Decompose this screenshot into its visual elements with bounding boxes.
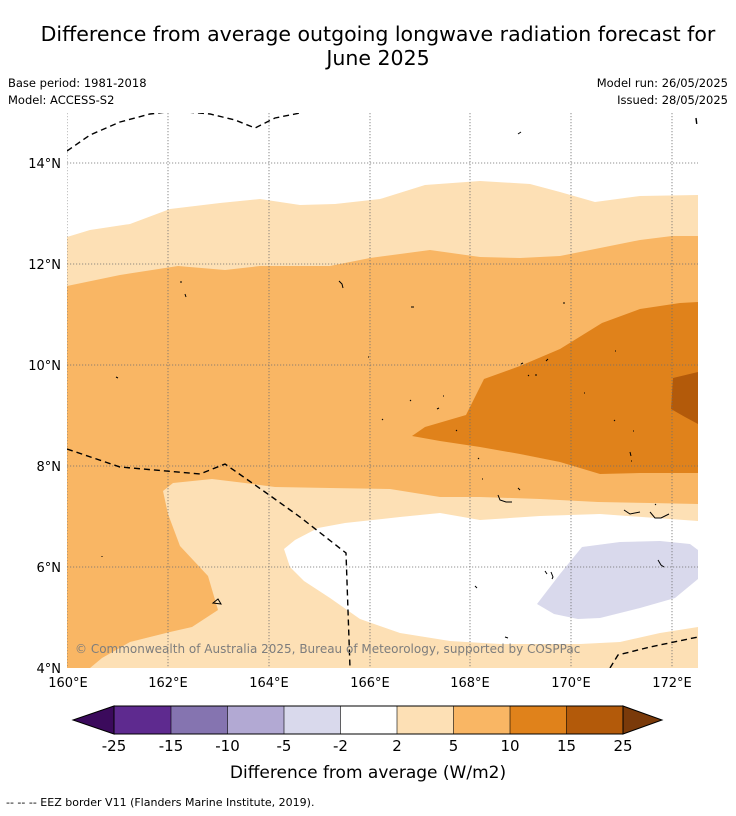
colorbar-tick-label: 5 — [449, 737, 459, 755]
anomaly-fill-15-25 — [671, 372, 698, 424]
colorbar-tick-label: 10 — [500, 737, 519, 755]
colorbar-swatch — [397, 706, 454, 734]
copyright-notice: © Commonwealth of Australia 2025, Bureau… — [75, 642, 580, 656]
eez-legend-note: -- -- -- EEZ border V11 (Flanders Marine… — [6, 796, 315, 809]
colorbar-swatch — [284, 706, 341, 734]
colorbar-dividers — [170, 706, 567, 734]
meta-left: Base period: 1981-2018 Model: ACCESS-S2 — [8, 75, 147, 109]
lon-tick-172: 172°E — [652, 676, 692, 691]
colorbar-under-extension — [71, 705, 115, 735]
colorbar-tick-label: -5 — [277, 737, 292, 755]
colorbar-tick-label: 2 — [392, 737, 402, 755]
lon-tick-labels: 160°E 162°E 164°E 166°E 168°E 170°E 172°… — [48, 676, 692, 691]
colorbar-swatch — [171, 706, 228, 734]
lat-tick-labels: 14°N 12°N 10°N 8°N 6°N 4°N — [28, 157, 61, 677]
eez-border-west — [67, 448, 351, 668]
islands — [101, 131, 670, 639]
colorbar-tick-label: -25 — [102, 737, 127, 755]
model-name: Model: ACCESS-S2 — [8, 93, 115, 107]
island — [520, 350, 634, 462]
anomaly-fill-10-15 — [412, 302, 698, 474]
colorbar-tick-label: -10 — [215, 737, 240, 755]
model-run: Model run: 26/05/2025 — [596, 76, 728, 90]
lon-tick-160: 160°E — [48, 676, 88, 691]
page-title: Difference from average outgoing longwav… — [40, 22, 716, 70]
issued-date: Issued: 28/05/2025 — [617, 93, 728, 107]
island — [517, 131, 522, 135]
lat-tick-6: 6°N — [37, 561, 62, 576]
lon-tick-168: 168°E — [450, 676, 490, 691]
lon-tick-170: 170°E — [551, 676, 591, 691]
colorbar-tick-label: -15 — [159, 737, 184, 755]
colorbar-swatch — [227, 706, 284, 734]
colorbar-axis-label: Difference from average (W/m2) — [230, 763, 506, 783]
lon-tick-164: 164°E — [249, 676, 289, 691]
colorbar-swatch — [114, 706, 171, 734]
eez-border-north — [67, 113, 301, 152]
colorbar-swatch — [566, 706, 623, 734]
colorbar-swatch — [340, 706, 397, 734]
lat-tick-4: 4°N — [37, 662, 62, 677]
colorbar: -25 -15 -10 -5 -2 2 5 10 15 25 Differenc… — [71, 705, 664, 783]
colorbar-tick-label: -2 — [333, 737, 348, 755]
colorbar-over-extension — [622, 705, 664, 735]
lat-tick-10: 10°N — [28, 359, 61, 374]
map-plot-area: © Commonwealth of Australia 2025, Bureau… — [67, 113, 698, 668]
gridlines — [67, 113, 698, 668]
island — [101, 556, 665, 639]
island — [115, 280, 565, 480]
eez-borders — [67, 113, 698, 668]
colorbar-tick-label: 15 — [557, 737, 576, 755]
lon-tick-166: 166°E — [350, 676, 390, 691]
base-period: Base period: 1981-2018 — [8, 76, 147, 90]
lat-tick-8: 8°N — [37, 460, 62, 475]
colorbar-swatch — [453, 706, 510, 734]
colorbar-tick-labels: -25 -15 -10 -5 -2 2 5 10 15 25 — [102, 737, 633, 755]
colorbar-swatch — [510, 706, 567, 734]
lon-tick-162: 162°E — [148, 676, 188, 691]
meta-right: Model run: 26/05/2025 Issued: 28/05/2025 — [597, 75, 728, 109]
eez-border-northeast — [695, 117, 698, 127]
colorbar-tick-label: 25 — [613, 737, 632, 755]
eez-border-southeast — [609, 636, 698, 668]
lat-tick-14: 14°N — [28, 157, 61, 172]
island — [497, 487, 670, 519]
anomaly-fill-neutral-north — [67, 113, 698, 237]
colorbar-frame — [113, 705, 624, 735]
lat-tick-12: 12°N — [28, 258, 61, 273]
